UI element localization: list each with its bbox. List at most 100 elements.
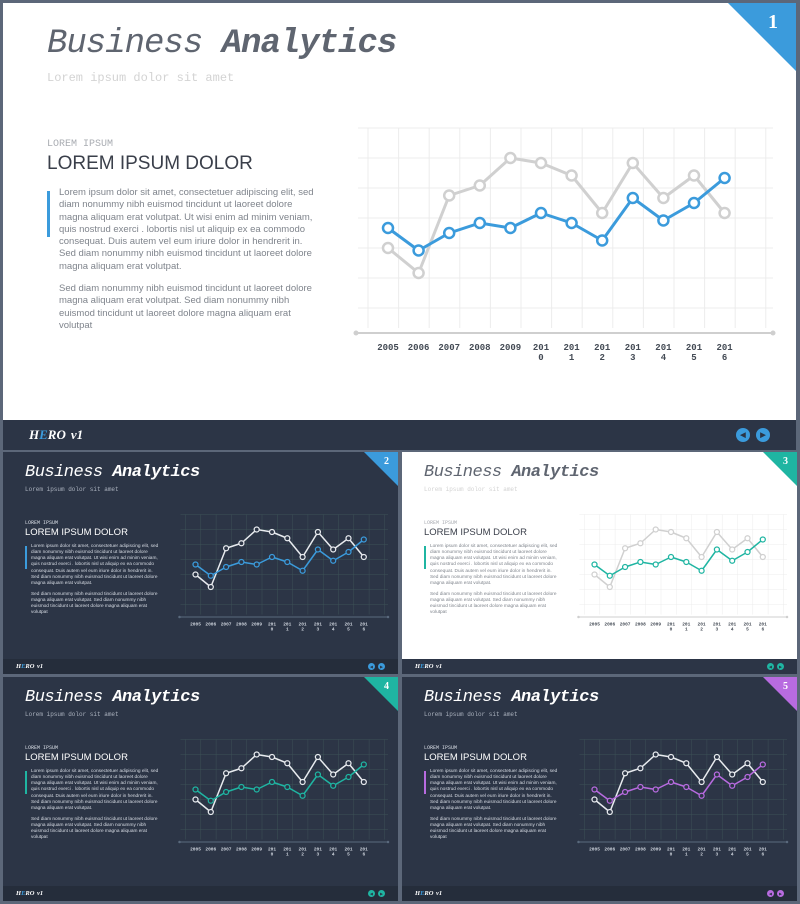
data-point-accent [299,792,306,799]
slide-subtitle: Lorem ipsum dolor sit amet [424,486,518,493]
x-tick-label-line: 0 [670,852,673,858]
logo-letters-ro: RO [25,662,35,670]
data-point-accent [222,563,230,571]
slide: 5 Business Analytics Lorem ipsum dolor sit… [402,677,797,901]
nav-prev-button[interactable]: ◀ [368,890,375,897]
nav-prev-button[interactable]: ◀ [767,890,774,897]
x-tick-label-line: 201 [728,622,736,628]
data-point-secondary [360,553,367,561]
x-tick-label: 201 6 [759,847,767,858]
x-tick-label: 201 1 [682,847,690,858]
x-tick-label-line: 201 [743,847,751,853]
body-paragraph-1: Lorem ipsum dolor sit amet, consectetuer… [31,769,159,811]
slide: 1 Business Analytics Lorem ipsum dolor sit… [3,3,796,450]
x-tick-label: 201 0 [667,847,675,858]
series-line-secondary [195,528,365,588]
x-tick-label: 2005 [589,847,600,853]
data-point-secondary [637,765,644,772]
data-point-secondary [207,808,214,816]
data-point-accent [657,214,670,227]
nav-next-button[interactable]: ▶ [777,663,784,670]
data-point-secondary [759,553,766,561]
x-tick-label-line: 2009 [650,847,661,853]
body-paragraph-1: Lorem ipsum dolor sit amet, consectetuer… [31,544,159,586]
data-point-accent [284,558,291,566]
x-tick-label-line: 201 [713,622,721,628]
data-point-secondary [299,553,306,561]
x-tick-label-line: 201 [728,847,736,853]
data-point-secondary [744,760,751,767]
x-tick-label: 201 4 [329,847,337,858]
x-tick-label-line: 2006 [604,622,615,628]
data-point-secondary [713,753,721,761]
body-paragraph-2: Sed diam nonummy nibh euismod tincidunt … [59,283,312,331]
x-tick-label-line: 5 [691,353,696,363]
data-point-accent [314,546,322,553]
x-tick-label: 2009 [500,343,522,353]
x-tick-label: 2008 [635,622,646,628]
logo-letter-h: H [29,427,40,442]
nav-next-button[interactable]: ▶ [378,663,385,670]
x-tick-label-line: 201 [682,847,690,853]
nav-prev-button[interactable]: ◀ [767,663,774,670]
data-point-accent [729,782,736,789]
x-tick-label-line: 4 [731,852,734,858]
slide-title: Business Analytics [424,688,599,707]
slide-number: 2 [384,456,389,467]
x-tick-label-line: 4 [661,353,667,363]
slide-corner-triangle [763,452,797,486]
x-tick-label-line: 201 [533,343,550,353]
x-tick-label: 201 6 [360,847,368,858]
x-tick-label-line: 2006 [604,847,615,853]
x-tick-label-line: 201 [655,343,672,353]
slide-subtitle: Lorem ipsum dolor sit amet [424,711,518,718]
x-tick-label: 201 5 [344,622,352,633]
slide-footer: HERO v1 ◀ ▶ [3,886,398,901]
x-axis-cap-right [770,330,776,336]
data-point-secondary [652,751,659,758]
x-tick-label-line: 2008 [635,622,646,628]
x-tick-label: 2005 [190,622,201,628]
data-point-secondary [192,571,199,578]
nav-prev-button[interactable]: ◀ [368,663,375,670]
x-tick-label: 201 3 [314,622,322,633]
data-point-accent [637,558,644,566]
nav-next-button[interactable]: ▶ [756,428,770,442]
nav-next-button[interactable]: ▶ [378,890,385,897]
data-point-secondary [729,546,736,553]
chevron-left-icon: ◀ [370,664,373,669]
x-tick-label-line: 201 [299,622,307,628]
data-point-accent [759,536,766,543]
data-point-secondary [621,545,629,552]
data-point-secondary [657,191,670,205]
data-point-accent [683,783,690,791]
x-axis-cap-left [577,615,580,619]
x-tick-label-line: 1 [685,627,688,633]
data-point-secondary [687,169,701,182]
accent-bar [25,546,27,569]
data-point-accent [744,773,751,781]
x-tick-label: 2005 [377,343,399,353]
data-point-secondary [299,778,306,786]
data-point-secondary [667,753,675,761]
x-tick-label: 201 5 [344,847,352,858]
x-tick-label-line: 201 [716,343,733,353]
x-tick-label-line: 2005 [190,847,201,853]
brand-logo: HERO v1 [29,427,83,443]
x-tick-label: 201 6 [759,622,767,633]
data-point-accent [667,553,675,561]
title-word-business: Business [47,25,203,63]
logo-letter-e: E [39,427,48,442]
x-axis-cap-right [785,615,789,619]
x-tick-label: 201 4 [728,622,736,633]
x-tick-label-line: 1 [286,627,289,633]
nav-prev-button[interactable]: ◀ [736,428,750,442]
nav-next-button[interactable]: ▶ [777,890,784,897]
x-axis-cap-left [577,840,580,844]
body-paragraph-2: Sed diam nonummy nibh euismod tincidunt … [430,592,557,616]
x-tick-label-line: 2005 [589,622,600,628]
title-word-business: Business [25,463,103,482]
data-point-accent [207,797,214,804]
x-tick-label-line: 6 [362,627,365,633]
x-tick-label-line: 5 [746,852,749,858]
